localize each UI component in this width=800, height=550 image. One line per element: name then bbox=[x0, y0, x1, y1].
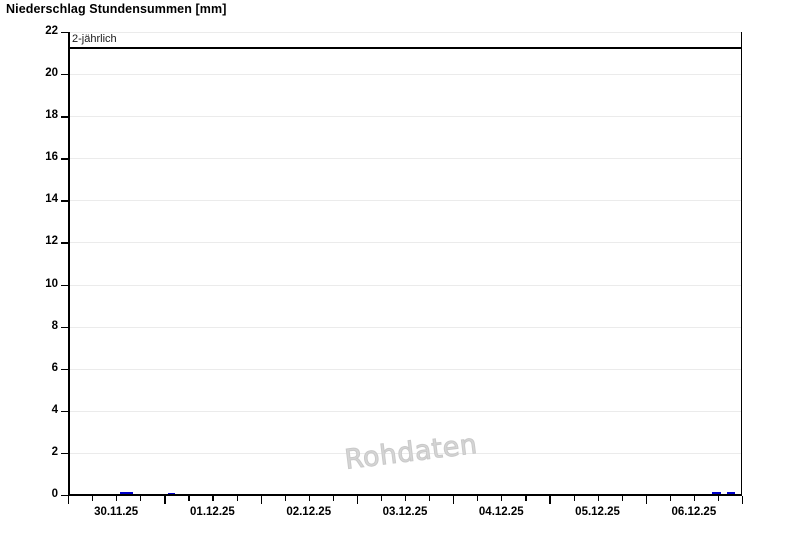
gridline bbox=[68, 200, 742, 202]
y-axis-tick bbox=[61, 32, 68, 34]
gridline bbox=[68, 410, 742, 412]
y-axis-tick bbox=[61, 158, 68, 160]
y-axis-tick bbox=[61, 74, 68, 76]
x-axis-tick-minor bbox=[693, 496, 696, 501]
data-bar bbox=[167, 492, 176, 495]
x-axis-tick-major bbox=[453, 496, 455, 504]
plot-area bbox=[68, 32, 742, 495]
x-axis-tick-minor bbox=[501, 496, 503, 501]
x-axis-label: 04.12.25 bbox=[478, 506, 524, 518]
gridline bbox=[68, 452, 742, 454]
x-axis-tick-minor bbox=[525, 496, 527, 501]
y-axis-label: 14 bbox=[45, 193, 58, 206]
y-axis-tick bbox=[61, 242, 68, 244]
x-axis-label: 01.12.25 bbox=[190, 506, 235, 518]
gridline bbox=[68, 326, 742, 328]
x-axis-tick-minor bbox=[284, 496, 286, 501]
y-axis-tick bbox=[61, 495, 68, 497]
x-axis-tick-major bbox=[68, 496, 70, 504]
x-axis-tick-minor bbox=[188, 496, 190, 501]
y-axis-tick bbox=[61, 200, 68, 202]
y-axis-tick bbox=[61, 410, 68, 413]
x-axis-tick-major bbox=[260, 496, 262, 504]
x-axis-line bbox=[68, 494, 742, 496]
x-axis-label: 02.12.25 bbox=[286, 506, 332, 518]
y-axis-tick bbox=[61, 284, 68, 286]
x-axis-tick-major bbox=[164, 496, 166, 504]
x-axis-tick-minor bbox=[332, 496, 334, 501]
y-axis-label: 6 bbox=[51, 361, 58, 374]
right-axis-line bbox=[740, 32, 743, 496]
x-axis-tick-minor bbox=[380, 496, 383, 501]
y-axis-label: 4 bbox=[51, 403, 58, 416]
y-axis-label: 16 bbox=[45, 151, 58, 164]
y-axis-label: 20 bbox=[45, 67, 58, 80]
x-axis-tick-minor bbox=[116, 496, 118, 501]
y-axis-label: 10 bbox=[45, 277, 58, 290]
x-axis-tick-minor bbox=[717, 496, 720, 501]
threshold-label: 2-jährlich bbox=[72, 32, 117, 45]
gridline bbox=[68, 368, 742, 370]
x-axis-label: 06.12.25 bbox=[671, 506, 717, 518]
gridline bbox=[68, 32, 742, 33]
x-axis-tick-minor bbox=[405, 496, 407, 501]
y-axis-label: 12 bbox=[45, 235, 58, 248]
y-axis-tick bbox=[61, 326, 68, 329]
x-axis-tick-major bbox=[549, 496, 551, 504]
gridline bbox=[68, 242, 742, 244]
y-axis-label: 18 bbox=[45, 109, 58, 122]
x-axis-label: 05.12.25 bbox=[575, 506, 620, 518]
x-axis-label: 30.11.25 bbox=[94, 506, 139, 518]
gridline bbox=[68, 158, 742, 160]
y-axis-tick bbox=[61, 368, 68, 371]
x-axis-tick-major bbox=[742, 496, 744, 504]
x-axis-tick-minor bbox=[597, 496, 599, 501]
chart-title: Niederschlag Stundensummen [mm] bbox=[6, 2, 227, 16]
x-axis-tick-minor bbox=[212, 496, 214, 501]
gridline bbox=[68, 116, 742, 118]
data-bar bbox=[727, 492, 736, 495]
y-axis-line bbox=[68, 32, 70, 496]
threshold-line bbox=[68, 46, 742, 49]
x-axis-tick-minor bbox=[140, 496, 142, 501]
gridline bbox=[68, 284, 742, 286]
x-axis-tick-minor bbox=[669, 496, 671, 501]
x-axis-tick-minor bbox=[621, 496, 623, 501]
x-axis-tick-minor bbox=[92, 496, 94, 501]
y-axis-label: 2 bbox=[51, 445, 58, 458]
data-bar bbox=[711, 492, 722, 495]
x-axis-tick-major bbox=[645, 496, 647, 504]
y-axis-tick bbox=[61, 452, 68, 455]
y-axis-tick bbox=[61, 116, 68, 118]
x-axis-tick-minor bbox=[429, 496, 431, 501]
x-axis-tick-minor bbox=[308, 496, 310, 501]
x-axis-tick-minor bbox=[573, 496, 575, 501]
y-axis-label: 0 bbox=[51, 488, 58, 500]
x-axis-tick-minor bbox=[477, 496, 479, 501]
x-axis-label: 03.12.25 bbox=[382, 506, 428, 518]
x-axis-tick-major bbox=[356, 496, 359, 504]
gridline bbox=[68, 74, 742, 76]
x-axis-tick-minor bbox=[236, 496, 238, 501]
data-bar bbox=[119, 491, 134, 495]
y-axis-label: 22 bbox=[45, 25, 58, 37]
y-axis-label: 8 bbox=[51, 319, 58, 332]
